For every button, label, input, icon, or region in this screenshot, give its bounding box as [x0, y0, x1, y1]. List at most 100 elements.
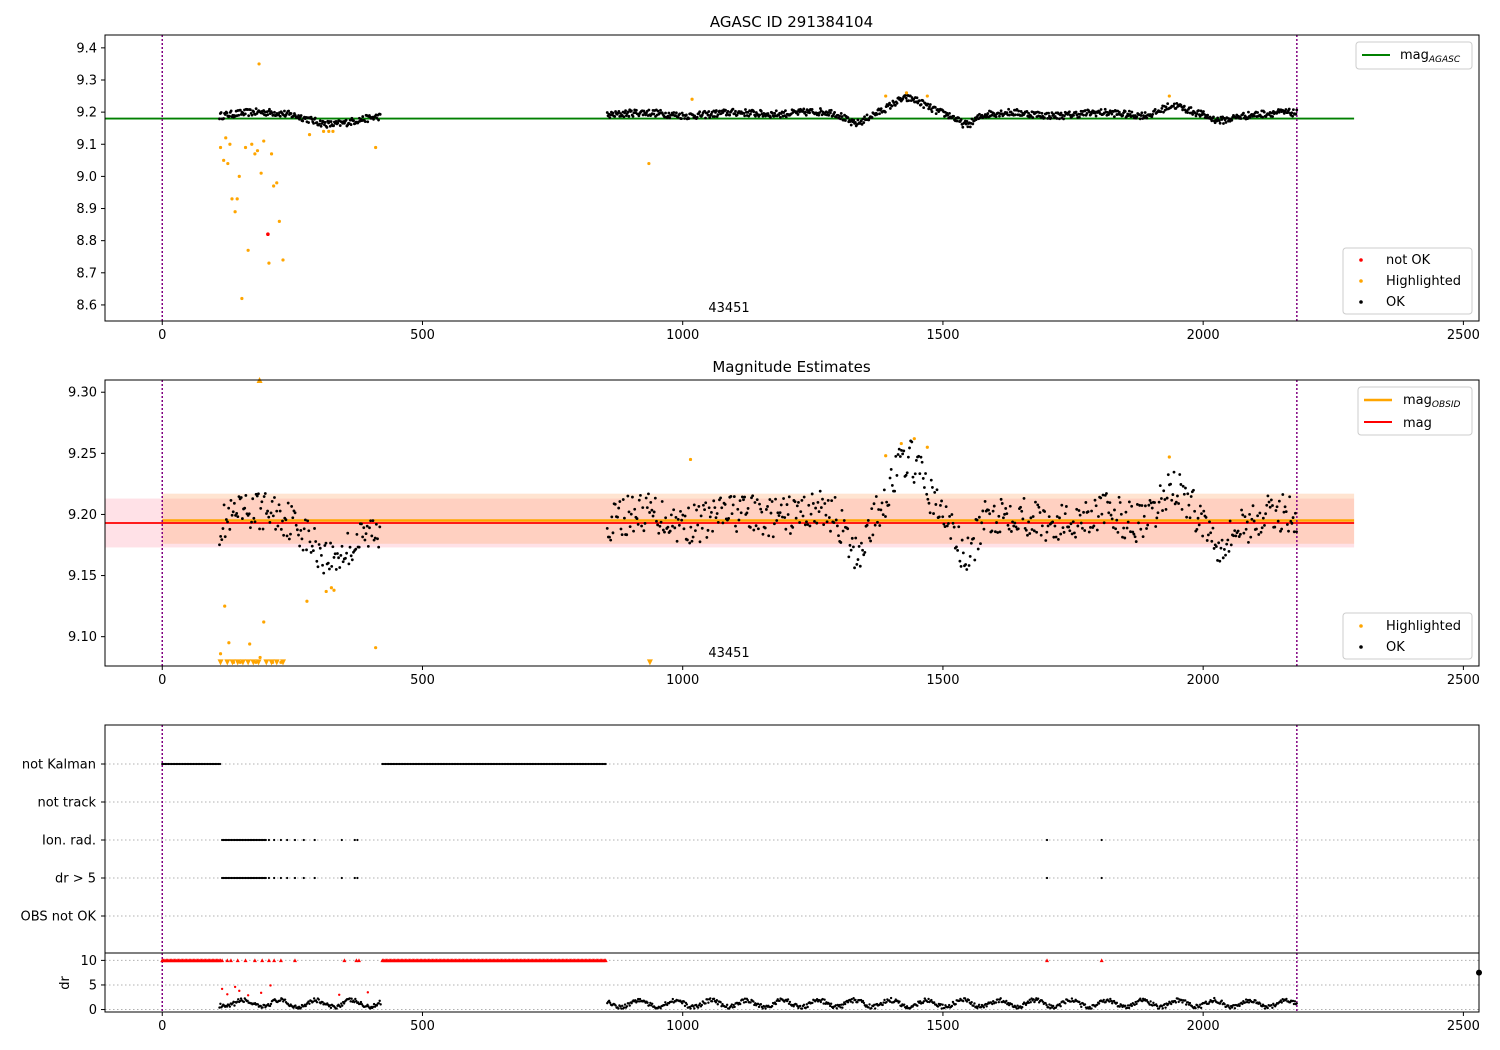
ok-point	[952, 114, 956, 118]
ok-point	[1181, 484, 1185, 488]
ok-point	[914, 458, 918, 462]
highlighted-point	[230, 197, 234, 201]
ok-point	[968, 125, 972, 129]
ok-point	[1244, 527, 1248, 531]
ok-point	[631, 495, 634, 499]
ok-point	[986, 112, 990, 115]
ok-point	[1000, 502, 1004, 505]
flag-point	[435, 762, 439, 766]
ok-point	[1138, 117, 1142, 121]
flag-point	[398, 762, 401, 766]
ok-point	[328, 567, 331, 571]
dr-point	[774, 1002, 778, 1006]
dr-point	[219, 1002, 222, 1006]
ok-point	[344, 556, 347, 560]
dr-point	[682, 1000, 686, 1003]
ok-point	[779, 503, 783, 507]
flag-point	[389, 762, 392, 766]
ok-point	[785, 503, 789, 506]
dr-point	[297, 1005, 301, 1008]
ok-point	[849, 548, 853, 552]
flag-point	[356, 838, 359, 842]
dr-point	[1177, 1000, 1180, 1004]
ok-point	[275, 509, 279, 513]
ok-point	[926, 102, 930, 106]
flag-point	[238, 838, 241, 842]
dr-point	[696, 1006, 700, 1009]
ok-point	[1288, 495, 1292, 499]
ok-point	[281, 519, 284, 523]
flag-point	[247, 876, 250, 880]
flag-point	[532, 762, 535, 766]
flag-point	[313, 838, 316, 842]
ok-point	[969, 541, 973, 545]
ok-point	[810, 107, 814, 111]
highlighted-point	[277, 219, 281, 223]
dr-point	[671, 997, 675, 1001]
ok-point	[903, 94, 907, 97]
dr-point	[1135, 1002, 1138, 1006]
y-tick-label: 9.0	[76, 170, 97, 185]
ok-point	[813, 519, 816, 523]
dr-point	[1285, 997, 1288, 1001]
x-tick-label: 0	[158, 673, 166, 688]
ok-point	[377, 118, 380, 122]
ok-point	[945, 111, 949, 115]
y-tick-label: 10	[80, 954, 97, 969]
ok-point	[266, 509, 269, 513]
ok-point	[933, 106, 937, 109]
dr-point	[806, 1005, 809, 1009]
ok-point	[1177, 502, 1180, 505]
ok-point	[760, 510, 764, 514]
flag-point	[551, 762, 554, 766]
highlighted-point	[332, 588, 336, 592]
flag-point	[390, 762, 393, 766]
ok-point	[314, 540, 318, 543]
ok-point	[660, 500, 664, 503]
dr-point	[1188, 1001, 1192, 1005]
ok-point	[1097, 515, 1100, 518]
ok-point	[784, 109, 787, 113]
flag-point	[227, 876, 230, 880]
highlighted-point	[307, 133, 312, 137]
ok-point	[809, 512, 813, 516]
ok-point	[348, 545, 352, 549]
ok-point	[241, 517, 244, 520]
y-tick-label: 9.15	[68, 569, 97, 584]
dr-point	[932, 1001, 936, 1004]
dr-capped-marker	[220, 958, 225, 963]
ok-point	[896, 453, 900, 456]
ok-point	[1086, 510, 1090, 514]
ok-point	[259, 507, 263, 510]
dr-point	[1010, 1003, 1014, 1006]
dr-point	[725, 1003, 729, 1007]
ok-point	[684, 113, 688, 117]
ok-point	[939, 503, 942, 507]
dr-point	[358, 1002, 362, 1006]
flag-point	[263, 876, 266, 880]
y-tick-label: 9.25	[68, 447, 97, 462]
ok-point	[633, 507, 637, 511]
dr-point	[350, 997, 353, 1000]
ok-point	[1225, 542, 1229, 546]
ok-point	[948, 111, 951, 115]
dr-point	[856, 1001, 859, 1004]
dr-capped-marker	[252, 958, 257, 963]
dr-point	[889, 996, 893, 1000]
ok-point	[626, 110, 630, 114]
dr-point-flagged	[269, 984, 272, 987]
ok-point	[1265, 503, 1269, 507]
ok-point	[900, 448, 903, 452]
dr-point	[1097, 1002, 1101, 1005]
flag-point	[293, 838, 297, 842]
ok-point	[326, 561, 330, 565]
ok-point	[727, 517, 731, 520]
ok-point	[801, 109, 805, 113]
ok-point	[1038, 111, 1041, 115]
ok-point	[1196, 516, 1200, 520]
ok-point	[827, 113, 831, 117]
flag-point	[211, 762, 214, 766]
ok-point	[870, 116, 874, 119]
ok-point	[802, 107, 806, 111]
